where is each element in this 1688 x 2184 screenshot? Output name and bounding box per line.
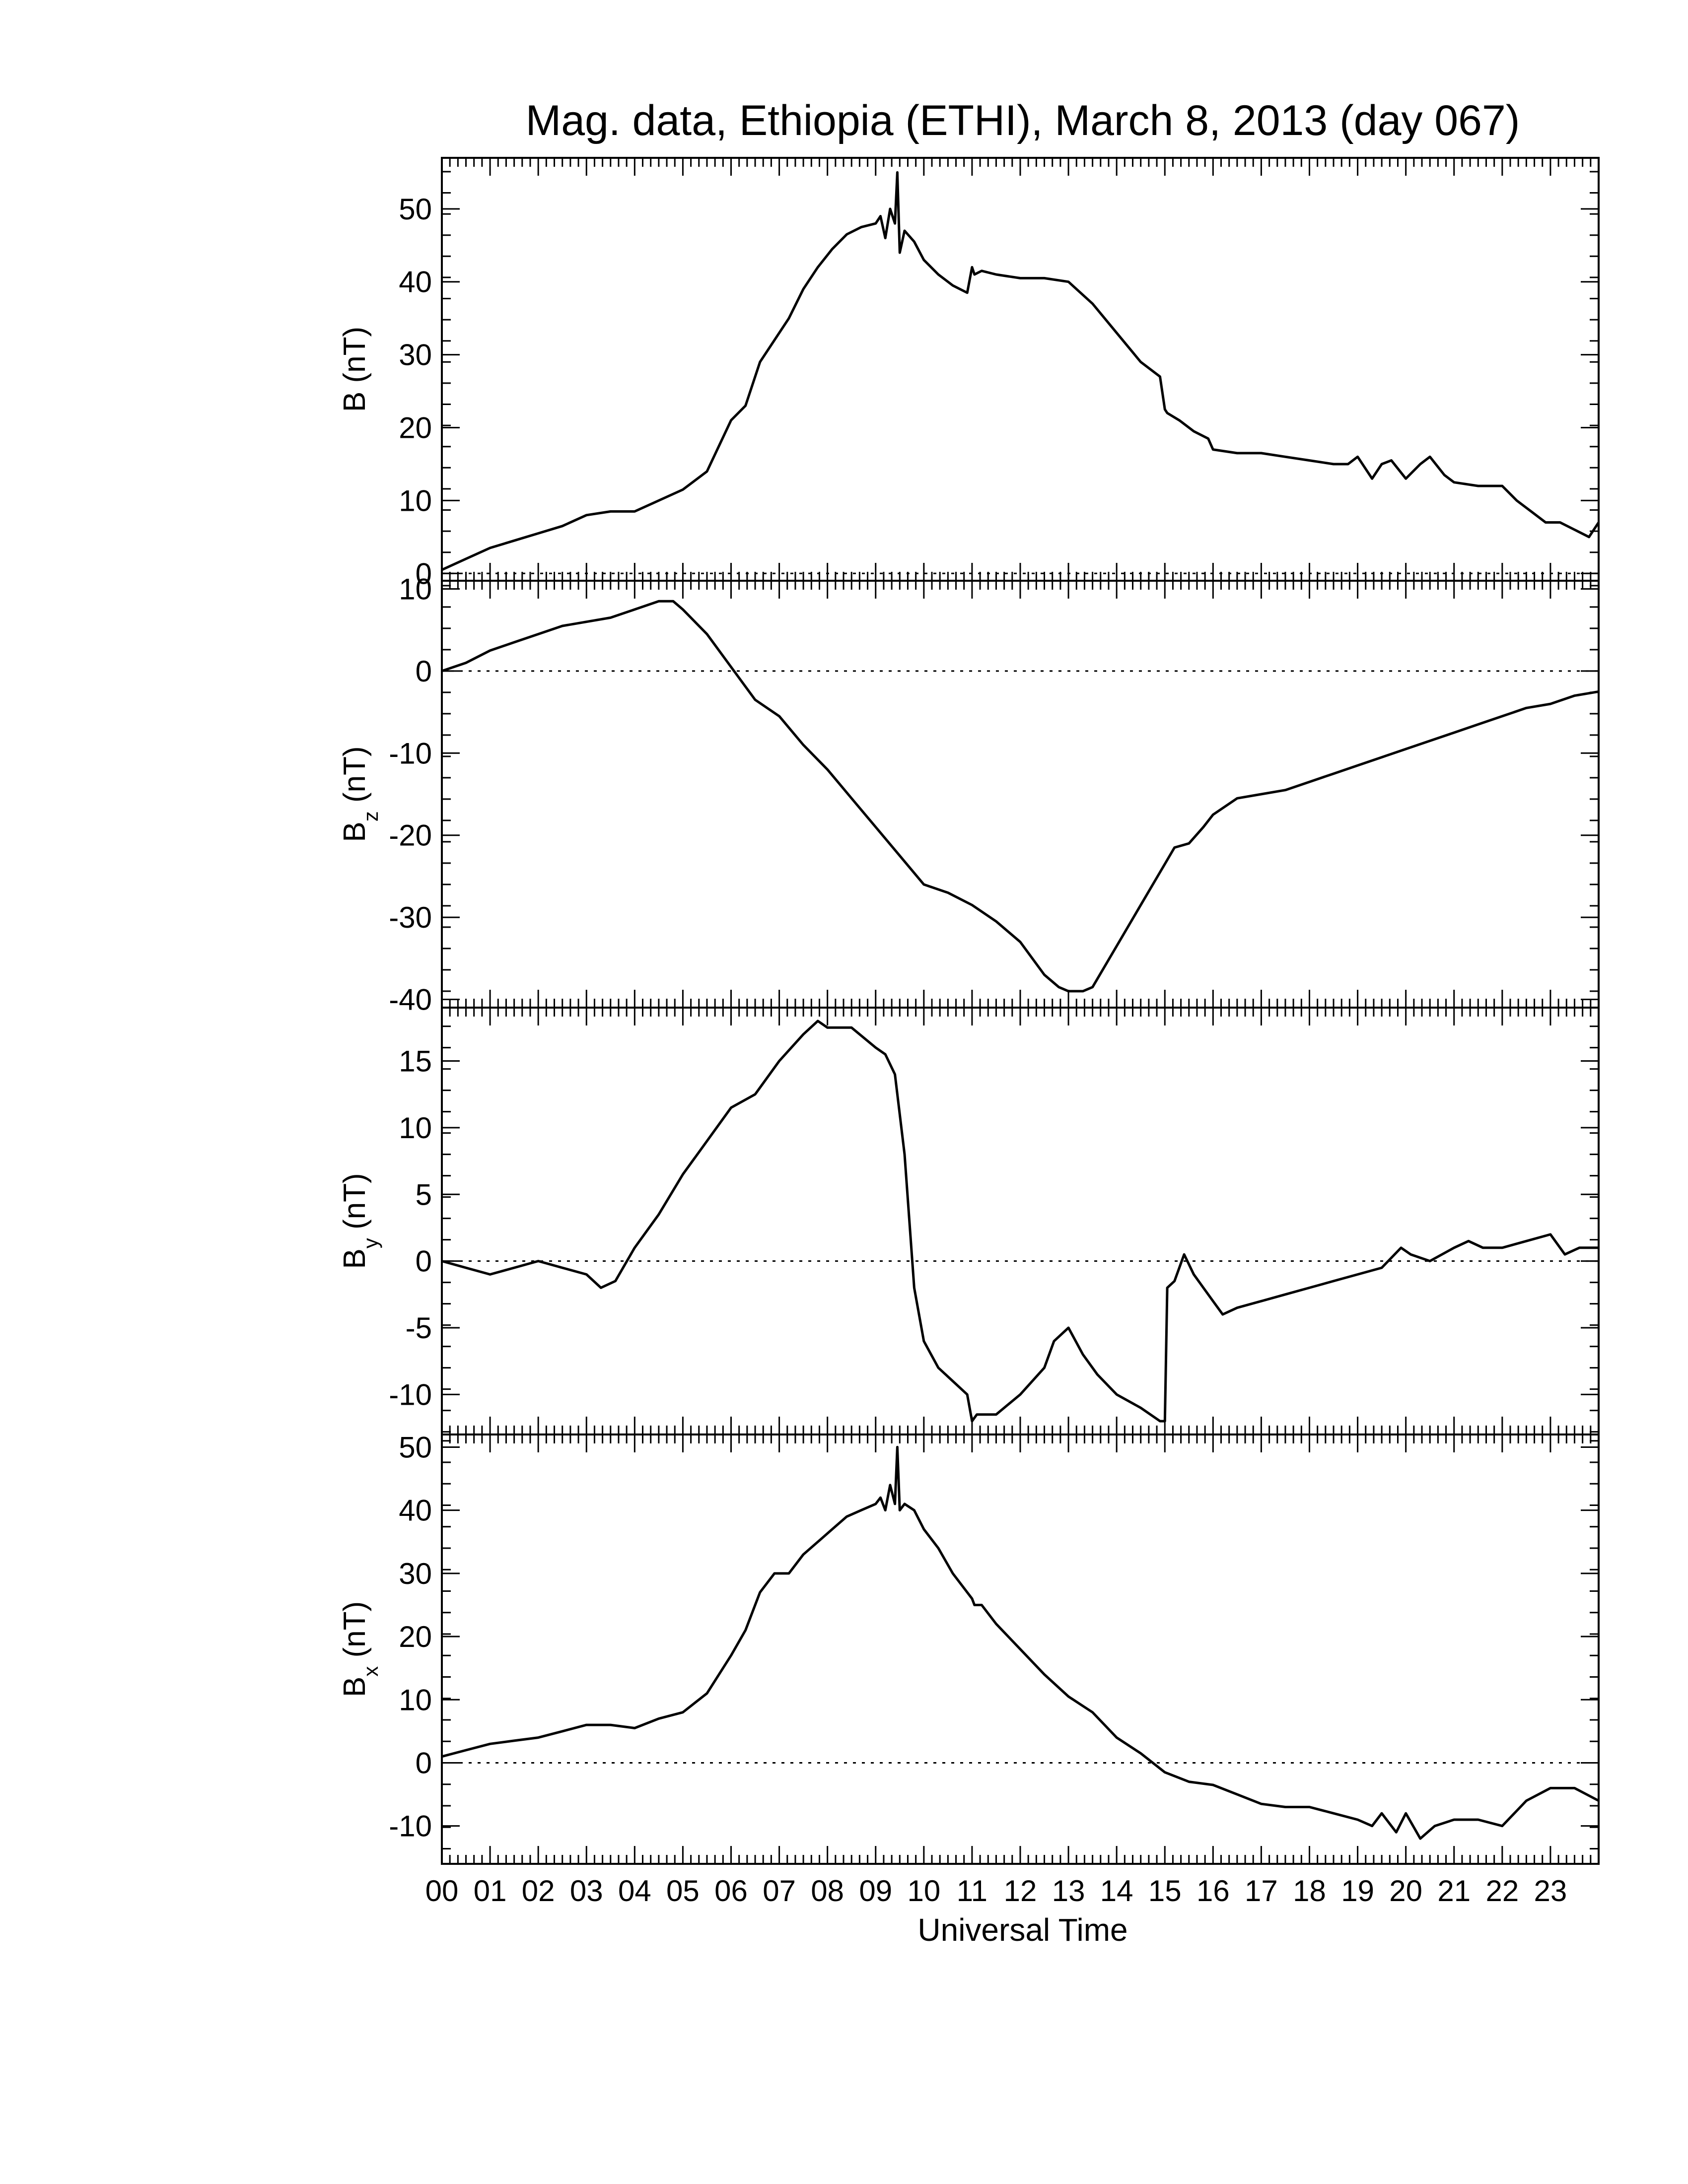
y-tick-label: 50 — [399, 193, 432, 226]
y-tick-label: 0 — [416, 655, 432, 688]
plot-frame — [441, 1007, 1600, 1435]
x-tick-label: 01 — [474, 1874, 507, 1908]
y-tick-label: 10 — [399, 573, 432, 606]
x-tick-label: 09 — [859, 1874, 892, 1908]
y-tick-label: -20 — [389, 819, 432, 852]
y-axis-label-Bx: Bx (nT) — [338, 1601, 382, 1697]
x-tick-label: 08 — [811, 1874, 844, 1908]
x-tick-label: 20 — [1389, 1874, 1422, 1908]
x-tick-label: 05 — [666, 1874, 700, 1908]
x-tick-label: 21 — [1437, 1874, 1471, 1908]
x-tick-label: 00 — [425, 1874, 459, 1908]
x-tick-label: 17 — [1245, 1874, 1278, 1908]
x-tick-label: 04 — [618, 1874, 651, 1908]
y-tick-label: -10 — [389, 1378, 432, 1411]
y-tick-label: 0 — [416, 557, 432, 590]
y-tick-label: 50 — [399, 1431, 432, 1464]
plot-frame — [441, 157, 1600, 582]
panel-By: 15 10 5 0 -5 -10 By (nT) — [338, 1007, 1600, 1435]
x-tick-label: 19 — [1341, 1874, 1374, 1908]
series-line-Bz — [441, 600, 1599, 993]
x-tick-label: 23 — [1534, 1874, 1567, 1908]
panel-Bx: 50 40 30 20 10 0 -10 Bx (nT) — [338, 1431, 1600, 1865]
y-tick-label: 5 — [416, 1178, 432, 1211]
x-tick-label: 03 — [570, 1874, 603, 1908]
panel-B: 0 10 20 30 40 50 B (nT) — [338, 157, 1600, 590]
x-axis-label: Universal Time — [917, 1912, 1127, 1948]
y-tick-label: 10 — [399, 1111, 432, 1145]
y-tick-label: -30 — [389, 901, 432, 934]
y-tick-label: 20 — [399, 1620, 432, 1653]
series-line-B — [441, 171, 1600, 571]
y-axis-label-B: B (nT) — [338, 327, 372, 412]
x-tick-label: 12 — [1004, 1874, 1037, 1908]
panel-Bz: 10 0 -10 -20 -30 -40 Bz (nT) — [338, 573, 1600, 1016]
y-axis-label-Bz: Bz (nT) — [338, 746, 382, 842]
y-tick-label: 10 — [399, 1683, 432, 1716]
y-tick-label: 40 — [399, 266, 432, 299]
y-tick-label: 40 — [399, 1494, 432, 1527]
series-line-By — [441, 1020, 1599, 1423]
y-tick-label: 20 — [399, 411, 432, 445]
y-tick-label: 30 — [399, 339, 432, 372]
x-tick-label: 10 — [907, 1874, 940, 1908]
x-tick-label: 11 — [957, 1874, 987, 1908]
x-tick-label: 02 — [522, 1874, 555, 1908]
x-tick-labels: 00 01 02 03 04 05 06 07 08 09 10 11 12 13 14 15 16 17 18 19… — [425, 1874, 1567, 1908]
x-tick-label: 16 — [1196, 1874, 1230, 1908]
x-tick-label: 14 — [1100, 1874, 1133, 1908]
y-tick-label: -40 — [389, 983, 432, 1016]
x-tick-label: 22 — [1485, 1874, 1519, 1908]
y-tick-label: 0 — [416, 1746, 432, 1779]
y-tick-label: -10 — [389, 737, 432, 770]
x-tick-label: 06 — [714, 1874, 748, 1908]
x-tick-label: 13 — [1052, 1874, 1085, 1908]
x-tick-label: 15 — [1148, 1874, 1182, 1908]
x-tick-label: 18 — [1293, 1874, 1326, 1908]
y-tick-label: 0 — [416, 1245, 432, 1278]
y-tick-label: 30 — [399, 1557, 432, 1590]
y-tick-label: -10 — [389, 1810, 432, 1843]
y-axis-label-By: By (nT) — [338, 1173, 382, 1269]
y-tick-label: 10 — [399, 484, 432, 517]
y-tick-label: -5 — [406, 1311, 432, 1345]
y-tick-label: 15 — [399, 1045, 432, 1078]
series-line-Bx — [441, 1445, 1600, 1840]
x-tick-label: 07 — [763, 1874, 796, 1908]
chart-title: Mag. data, Ethiopia (ETHI), March 8, 201… — [526, 97, 1520, 144]
